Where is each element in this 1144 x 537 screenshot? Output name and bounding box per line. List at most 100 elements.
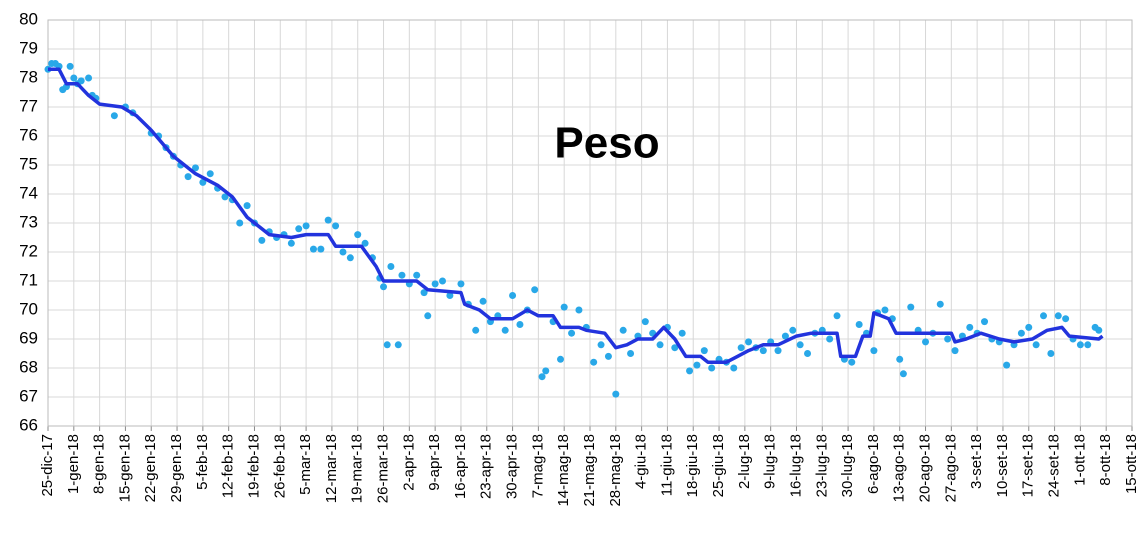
data-point [1076,341,1084,349]
data-point [604,352,612,360]
data-point [110,112,118,120]
data-point [678,329,686,337]
data-point [730,364,738,372]
x-tick-label: 7-mag-18 [529,434,546,498]
x-tick-label: 11-giu-18 [658,434,675,496]
x-tick-label: 9-lug-18 [762,434,779,489]
y-tick-label: 73 [19,212,38,231]
data-point [1017,329,1025,337]
x-tick-label: 12-mar-18 [323,434,340,503]
y-tick-label: 72 [19,241,38,260]
data-point [708,364,716,372]
data-point [479,297,487,305]
x-tick-label: 23-lug-18 [813,434,830,497]
x-tick-label: 24-set-18 [1046,434,1063,497]
x-tick-label: 27-ago-18 [942,434,959,502]
x-tick-label: 1-gen-18 [65,434,82,494]
y-tick-label: 77 [19,96,38,115]
data-point [309,245,317,253]
data-point [826,335,834,343]
x-tick-label: 3-set-18 [968,434,985,489]
y-tick-label: 66 [19,415,38,434]
data-point [781,332,789,340]
x-tick-label: 8-ott-18 [1097,434,1114,486]
data-point [881,306,889,314]
data-point [420,289,428,297]
data-point [848,358,856,366]
data-point [339,248,347,256]
x-tick-label: 8-gen-18 [91,434,108,494]
data-point [295,225,303,233]
data-point [759,347,767,355]
data-point [951,347,959,355]
data-point [575,306,583,314]
data-point [981,318,989,326]
data-point [1062,315,1070,323]
x-tick-label: 6-ago-18 [865,434,882,494]
data-point [383,341,391,349]
data-point [531,286,539,294]
data-point [206,170,214,178]
y-tick-label: 80 [19,9,38,28]
data-point [191,164,199,172]
data-point [380,283,388,291]
chart-title: Peso [554,119,659,168]
x-tick-label: 17-set-18 [1020,434,1037,497]
x-tick-label: 25-dic-17 [39,434,56,497]
data-point [354,231,362,239]
data-point [907,303,915,311]
data-point [387,263,395,270]
y-tick-label: 78 [19,67,38,86]
y-tick-label: 71 [19,270,38,289]
data-point [1095,326,1103,334]
x-tick-label: 30-lug-18 [839,434,856,497]
y-tick-label: 67 [19,386,38,405]
data-point [287,239,295,247]
data-point [538,373,546,381]
data-point [936,300,944,308]
x-tick-label: 10-set-18 [994,434,1011,497]
data-point [590,358,598,366]
x-tick-label: 26-feb-18 [271,434,288,498]
data-point [243,202,251,210]
data-point [693,361,701,369]
x-tick-label: 1-ott-18 [1071,434,1088,486]
data-point [70,74,78,82]
data-point [332,222,340,230]
data-point [184,173,192,181]
data-point [1025,323,1033,331]
x-tick-label: 15-ott-18 [1123,434,1140,494]
x-tick-label: 5-mar-18 [297,434,314,495]
trend-line [48,67,1104,364]
data-point [896,355,904,363]
x-tick-label: 20-ago-18 [916,434,933,502]
data-point [597,341,605,349]
x-tick-label: 13-ago-18 [891,434,908,502]
data-point [796,341,804,349]
data-point [66,62,74,70]
data-point [439,277,447,285]
data-point [236,219,244,227]
x-tick-label: 23-apr-18 [478,434,495,499]
data-point [966,323,974,331]
data-point [619,326,627,334]
data-point [1054,312,1062,320]
data-point [745,338,753,346]
data-point [346,254,354,262]
y-tick-label: 70 [19,299,38,318]
data-point [501,326,509,334]
data-point [656,341,664,349]
data-point [737,344,745,352]
data-point [431,280,439,288]
x-tick-label: 16-lug-18 [787,434,804,497]
data-point [855,321,863,328]
data-point [612,390,620,398]
data-point [77,77,85,85]
data-point [833,312,841,320]
data-point [641,318,649,326]
y-tick-label: 74 [19,183,38,202]
data-point [1084,341,1092,349]
data-point [1040,312,1048,320]
data-point [324,216,332,224]
